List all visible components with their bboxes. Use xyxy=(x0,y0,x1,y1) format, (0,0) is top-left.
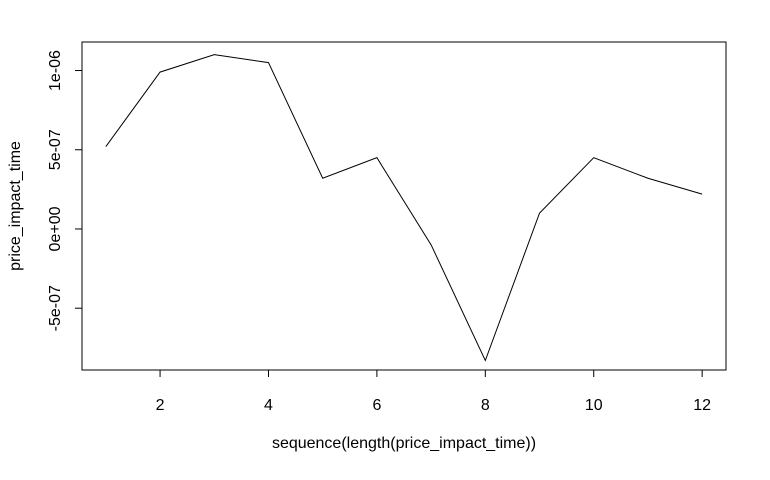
y-tick-label: -5e-07 xyxy=(47,285,64,331)
y-axis-title: price_impact_time xyxy=(7,141,24,271)
x-tick-label: 4 xyxy=(264,397,273,414)
x-tick-label: 6 xyxy=(372,397,381,414)
y-tick-label: 5e-07 xyxy=(47,129,64,170)
series-line xyxy=(105,54,703,362)
x-axis-title: sequence(length(price_impact_time)) xyxy=(272,435,536,452)
plot-frame xyxy=(81,41,727,371)
y-tick-label: 0e+00 xyxy=(47,206,64,251)
x-tick-label: 10 xyxy=(585,397,603,414)
x-tick-label: 12 xyxy=(693,397,711,414)
x-tick-label: 2 xyxy=(156,397,165,414)
y-axis: -5e-07 0e+00 5e-07 1e-06 xyxy=(47,50,83,331)
series-layer xyxy=(105,54,703,362)
y-tick-label: 1e-06 xyxy=(47,50,64,91)
x-axis: 2 4 6 8 10 12 xyxy=(156,369,711,414)
x-tick-label: 8 xyxy=(481,397,490,414)
